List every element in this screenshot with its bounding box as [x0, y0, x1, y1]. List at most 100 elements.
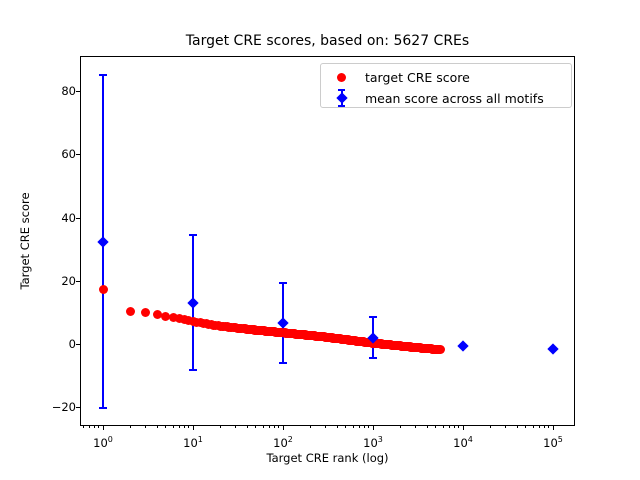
- x-minor-tick: [183, 426, 185, 428]
- x-minor-tick: [156, 426, 158, 428]
- y-tick-label: 0: [68, 337, 76, 352]
- x-minor-tick: [548, 426, 550, 428]
- x-minor-tick: [145, 426, 147, 428]
- x-minor-tick: [336, 426, 338, 428]
- y-tick-label: 40: [61, 210, 76, 225]
- x-tick-label: 105: [543, 435, 563, 450]
- x-minor-tick: [525, 426, 527, 428]
- target-score-dot: [141, 308, 151, 318]
- y-tick: [76, 217, 80, 219]
- y-tick-label: 60: [61, 147, 76, 162]
- x-minor-tick: [255, 426, 257, 428]
- x-minor-tick: [505, 426, 507, 428]
- x-minor-tick: [368, 426, 370, 428]
- x-tick-label: 104: [453, 435, 473, 450]
- x-minor-tick: [178, 426, 180, 428]
- legend-marker: [332, 67, 350, 87]
- legend-circle-marker: [337, 73, 346, 82]
- x-tick: [552, 426, 554, 430]
- legend-item-label: mean score across all motifs: [365, 91, 544, 106]
- x-tick: [102, 426, 104, 430]
- legend-errorbar-cap-bottom: [338, 105, 345, 107]
- x-minor-tick: [235, 426, 237, 428]
- x-minor-tick: [358, 426, 360, 428]
- target-score-dot: [161, 311, 171, 321]
- x-minor-tick: [309, 426, 311, 428]
- target-score-dot: [125, 307, 135, 317]
- x-minor-tick: [516, 426, 518, 428]
- mean-errorbar-cap-bottom: [99, 406, 107, 409]
- x-minor-tick: [435, 426, 437, 428]
- mean-errorbar-cap-bottom: [279, 361, 287, 364]
- x-minor-tick: [415, 426, 417, 428]
- mean-errorbar-cap-top: [189, 233, 197, 236]
- legend-item: target CRE score: [321, 67, 571, 87]
- x-minor-tick: [543, 426, 545, 428]
- x-minor-tick: [262, 426, 264, 428]
- legend-errorbar-cap-top: [338, 89, 345, 91]
- x-minor-tick: [426, 426, 428, 428]
- legend-item: mean score across all motifs: [321, 88, 571, 108]
- legend-item-label: target CRE score: [365, 70, 470, 85]
- x-minor-tick: [325, 426, 327, 428]
- target-score-dot: [152, 309, 162, 319]
- x-minor-tick: [363, 426, 365, 428]
- y-tick-label: 80: [61, 84, 76, 99]
- target-score-dot: [98, 284, 108, 294]
- x-tick: [192, 426, 194, 430]
- x-minor-tick: [93, 426, 95, 428]
- plot-area: [80, 56, 575, 426]
- y-tick: [76, 344, 80, 346]
- x-minor-tick: [273, 426, 275, 428]
- x-tick: [282, 426, 284, 430]
- x-minor-tick: [278, 426, 280, 428]
- x-minor-tick: [352, 426, 354, 428]
- target-score-dot: [168, 312, 178, 322]
- y-tick: [76, 91, 80, 93]
- x-minor-tick: [268, 426, 270, 428]
- x-minor-tick: [458, 426, 460, 428]
- x-minor-tick: [453, 426, 455, 428]
- x-minor-tick: [82, 426, 84, 428]
- x-minor-tick: [172, 426, 174, 428]
- legend-diamond-marker: [335, 92, 348, 104]
- x-tick-label: 103: [363, 435, 383, 450]
- x-minor-tick: [246, 426, 248, 428]
- x-minor-tick: [188, 426, 190, 428]
- x-minor-tick: [532, 426, 534, 428]
- chart-title: Target CRE scores, based on: 5627 CREs: [185, 33, 470, 49]
- y-tick-label: −20: [51, 400, 76, 415]
- x-minor-tick: [538, 426, 540, 428]
- legend-marker: [332, 88, 350, 108]
- x-minor-tick: [489, 426, 491, 428]
- y-tick-label: 20: [61, 273, 76, 288]
- x-minor-tick: [399, 426, 401, 428]
- x-tick: [462, 426, 464, 430]
- x-minor-tick: [88, 426, 90, 428]
- legend: target CRE score mean score across all m…: [320, 63, 572, 108]
- mean-errorbar-cap-top: [279, 281, 287, 284]
- x-minor-tick: [129, 426, 131, 428]
- target-score-dot: [436, 345, 446, 355]
- target-score-dot: [179, 315, 189, 325]
- mean-errorbar-cap-bottom: [189, 368, 197, 371]
- x-minor-tick: [165, 426, 167, 428]
- x-minor-tick: [448, 426, 450, 428]
- y-tick: [76, 280, 80, 282]
- x-minor-tick: [442, 426, 444, 428]
- x-tick: [372, 426, 374, 430]
- mean-errorbar-cap-bottom: [369, 356, 377, 359]
- y-tick: [76, 154, 80, 156]
- x-axis-label: Target CRE rank (log): [266, 451, 389, 465]
- mean-errorbar-cap-top: [99, 73, 107, 76]
- mean-errorbar-cap-top: [369, 315, 377, 318]
- y-tick: [76, 407, 80, 409]
- x-tick-label: 100: [93, 435, 113, 450]
- x-minor-tick: [345, 426, 347, 428]
- x-tick-label: 101: [183, 435, 203, 450]
- x-minor-tick: [98, 426, 100, 428]
- x-minor-tick: [219, 426, 221, 428]
- target-score-dot: [174, 313, 184, 323]
- x-tick-label: 102: [273, 435, 293, 450]
